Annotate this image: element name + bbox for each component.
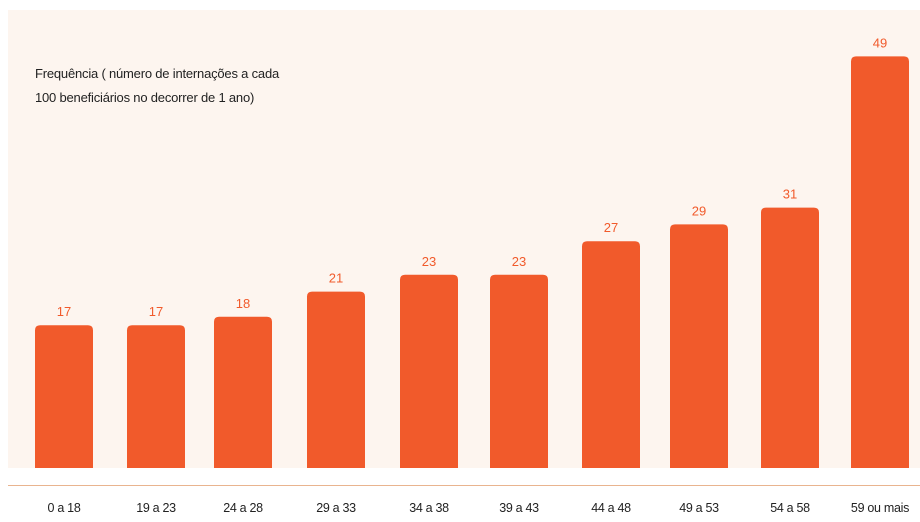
x-tick-label: 54 a 58 — [770, 501, 810, 515]
bar-group: 17 0 a 18 — [35, 304, 93, 515]
bar — [35, 325, 93, 468]
bar-group: 49 59 ou mais — [851, 35, 909, 515]
bar-group: 27 44 a 48 — [582, 220, 640, 515]
bar-group: 29 49 a 53 — [670, 203, 728, 515]
data-label: 23 — [512, 254, 526, 269]
bar — [490, 274, 548, 468]
x-tick-label: 34 a 38 — [409, 501, 449, 515]
bar — [400, 274, 458, 468]
data-label: 21 — [329, 271, 343, 286]
bar — [127, 325, 185, 468]
chart-subtitle: Frequência ( número de internações a cad… — [35, 66, 280, 105]
data-label: 18 — [236, 296, 250, 311]
bar-group: 23 39 a 43 — [490, 254, 548, 515]
bar-group: 23 34 a 38 — [400, 254, 458, 515]
data-label: 27 — [604, 220, 618, 235]
x-tick-label: 24 a 28 — [223, 501, 263, 515]
x-tick-label: 39 a 43 — [499, 501, 539, 515]
bar — [761, 207, 819, 468]
bar — [307, 291, 365, 468]
bar-group: 21 29 a 33 — [307, 271, 365, 515]
data-label: 17 — [149, 304, 163, 319]
x-tick-label: 19 a 23 — [136, 501, 176, 515]
bar — [670, 224, 728, 468]
bar — [582, 241, 640, 468]
data-label: 29 — [692, 203, 706, 218]
bar-group: 18 24 a 28 — [214, 296, 272, 515]
data-label: 31 — [783, 187, 797, 202]
x-axis-line — [8, 485, 920, 486]
x-tick-label: 0 a 18 — [48, 501, 81, 515]
x-tick-label: 44 a 48 — [591, 501, 631, 515]
x-tick-label: 29 a 33 — [316, 501, 356, 515]
bar-group: 17 19 a 23 — [127, 304, 185, 515]
data-label: 23 — [422, 254, 436, 269]
x-tick-label: 59 ou mais — [851, 501, 909, 515]
data-label: 49 — [873, 35, 887, 50]
data-label: 17 — [57, 304, 71, 319]
bar-group: 31 54 a 58 — [761, 187, 819, 515]
x-tick-label: 49 a 53 — [679, 501, 719, 515]
bar — [214, 316, 272, 468]
bar — [851, 56, 909, 469]
